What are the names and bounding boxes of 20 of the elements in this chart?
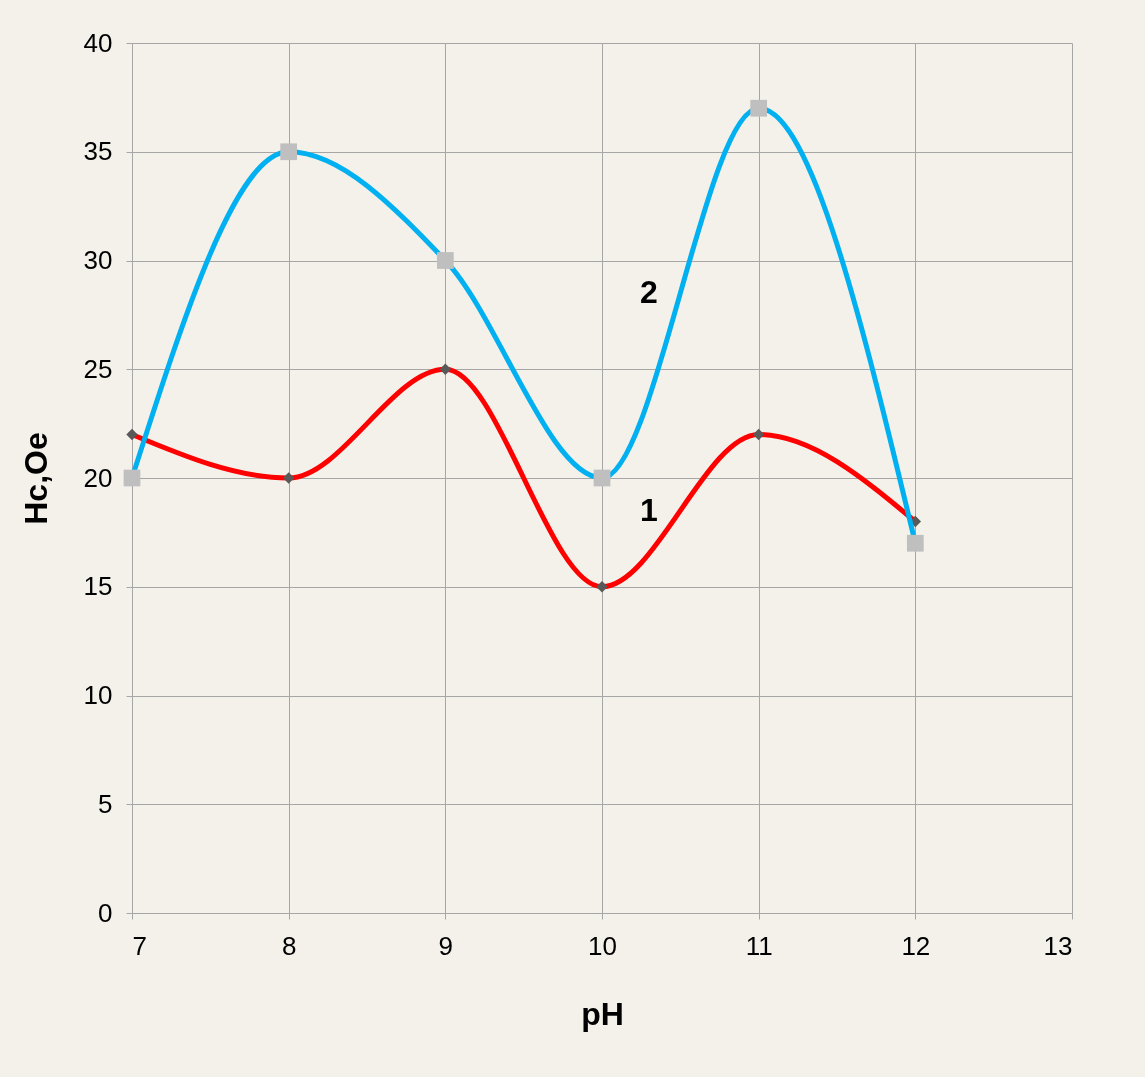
y-tick-label: 35 <box>83 136 113 167</box>
y-tick-label: 40 <box>83 27 113 58</box>
y-tick-label: 15 <box>83 571 113 602</box>
series-label: 2 <box>640 274 658 311</box>
x-tick-label: 7 <box>132 930 147 961</box>
x-tick-label: 11 <box>745 930 773 961</box>
x-tick-label: 8 <box>281 930 297 961</box>
x-tick-label: 10 <box>588 930 617 961</box>
x-axis-title: pH <box>581 995 624 1032</box>
y-tick-label: 5 <box>98 788 113 819</box>
x-tick-label: 13 <box>1043 930 1073 961</box>
y-tick-label: 25 <box>83 353 113 384</box>
x-tick-label: 9 <box>438 930 454 961</box>
y-axis-title: Hc,Oe <box>17 432 54 525</box>
y-tick-label: 0 <box>98 897 113 928</box>
series-label: 1 <box>640 491 658 528</box>
x-tick-label: 12 <box>901 930 931 961</box>
y-tick-label: 20 <box>83 462 113 493</box>
y-tick-label: 30 <box>83 245 113 275</box>
y-tick-label: 10 <box>83 680 113 710</box>
